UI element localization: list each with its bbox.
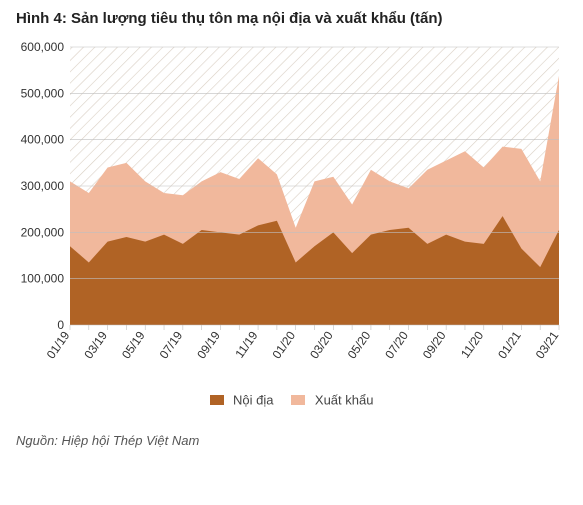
svg-text:01/19: 01/19: [44, 328, 73, 361]
chart-title: Hình 4: Sản lượng tiêu thụ tôn mạ nội đị…: [16, 10, 567, 27]
legend-label-1: Xuất khẩu: [315, 392, 374, 407]
svg-text:09/19: 09/19: [194, 328, 223, 361]
svg-text:07/20: 07/20: [382, 328, 411, 361]
legend-item: Xuất khẩu: [291, 391, 373, 409]
svg-text:03/21: 03/21: [533, 328, 562, 361]
chart-plot: 0100,000200,000300,000400,000500,000600,…: [16, 35, 567, 385]
svg-text:05/19: 05/19: [119, 328, 148, 361]
legend-swatch-1: [291, 395, 305, 405]
svg-text:01/20: 01/20: [269, 328, 298, 361]
legend-item: Nội địa: [210, 391, 274, 409]
svg-text:05/20: 05/20: [345, 328, 374, 361]
svg-text:03/20: 03/20: [307, 328, 336, 361]
svg-text:11/20: 11/20: [458, 328, 486, 360]
svg-text:03/19: 03/19: [81, 328, 110, 361]
svg-text:400,000: 400,000: [21, 133, 65, 147]
svg-text:07/19: 07/19: [157, 328, 186, 361]
svg-text:300,000: 300,000: [21, 179, 65, 193]
svg-text:09/20: 09/20: [420, 328, 449, 361]
svg-text:200,000: 200,000: [21, 225, 65, 239]
chart-source: Nguồn: Hiệp hội Thép Việt Nam: [16, 433, 567, 448]
svg-text:100,000: 100,000: [21, 272, 65, 286]
legend-swatch-0: [210, 395, 224, 405]
area-chart-svg: 0100,000200,000300,000400,000500,000600,…: [16, 35, 567, 385]
svg-text:01/21: 01/21: [495, 328, 524, 361]
svg-text:11/19: 11/19: [232, 328, 260, 360]
legend-label-0: Nội địa: [233, 392, 273, 407]
svg-text:500,000: 500,000: [21, 86, 65, 100]
legend: Nội địa Xuất khẩu: [16, 391, 567, 409]
svg-text:600,000: 600,000: [21, 40, 65, 54]
